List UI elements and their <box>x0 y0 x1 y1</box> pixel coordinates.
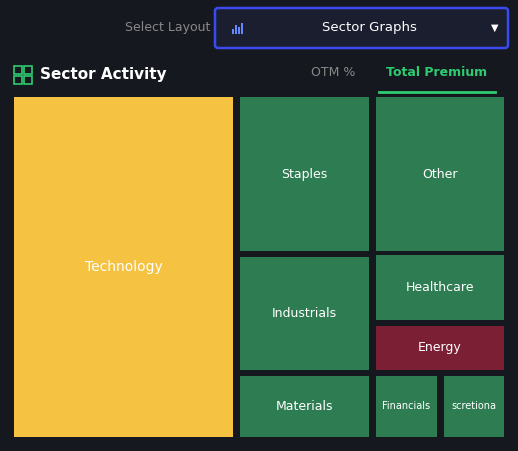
Bar <box>238 27 240 33</box>
Bar <box>240 97 369 251</box>
Bar <box>376 255 504 320</box>
Bar <box>376 97 504 251</box>
Bar <box>240 376 369 437</box>
Bar <box>241 23 243 33</box>
Text: Total Premium: Total Premium <box>386 66 487 79</box>
Text: OTM %: OTM % <box>311 66 355 79</box>
Text: ▼: ▼ <box>491 23 499 32</box>
Bar <box>444 376 504 437</box>
Bar <box>240 257 369 370</box>
Text: scretiona: scretiona <box>451 401 496 411</box>
Text: Industrials: Industrials <box>272 307 337 320</box>
Text: Other: Other <box>422 168 457 180</box>
Text: Staples: Staples <box>281 168 327 180</box>
Text: Technology: Technology <box>85 260 163 274</box>
FancyBboxPatch shape <box>215 8 508 48</box>
Text: Energy: Energy <box>418 341 462 354</box>
Text: Healthcare: Healthcare <box>406 281 474 294</box>
Bar <box>235 24 237 33</box>
Text: Sector Graphs: Sector Graphs <box>322 21 417 34</box>
Bar <box>232 28 234 33</box>
Bar <box>376 326 504 370</box>
Bar <box>376 376 437 437</box>
Bar <box>14 97 233 437</box>
Text: Financials: Financials <box>382 401 430 411</box>
Text: Select Layout: Select Layout <box>125 21 210 34</box>
Text: Sector Activity: Sector Activity <box>40 68 167 83</box>
Text: Materials: Materials <box>276 400 333 413</box>
